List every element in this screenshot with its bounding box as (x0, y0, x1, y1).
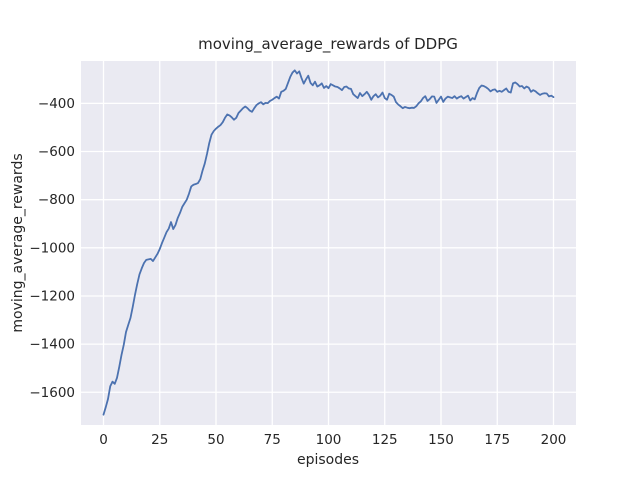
x-axis-label: episodes (297, 452, 359, 468)
x-tick-200: 200 (541, 432, 567, 448)
y-tick-labels: −400 −600 −800 −1000 −1200 −1400 −1600 (29, 96, 75, 401)
x-tick-0: 0 (99, 432, 108, 448)
y-axis-label: moving_average_rewards (10, 153, 26, 332)
y-tick--600: −600 (38, 144, 75, 160)
chart-title: moving_average_rewards of DDPG (198, 35, 458, 54)
x-tick-100: 100 (316, 432, 342, 448)
x-tick-25: 25 (151, 432, 168, 448)
y-tick--1000: −1000 (29, 240, 75, 256)
y-tick--1600: −1600 (29, 385, 75, 401)
x-tick-75: 75 (264, 432, 281, 448)
gridlines (81, 61, 576, 425)
x-tick-labels: 0 25 50 75 100 125 150 175 200 (99, 432, 566, 448)
x-tick-150: 150 (428, 432, 454, 448)
x-tick-175: 175 (484, 432, 510, 448)
x-tick-50: 50 (207, 432, 224, 448)
x-tick-125: 125 (372, 432, 398, 448)
y-tick--800: −800 (38, 192, 75, 208)
y-tick--1400: −1400 (29, 337, 75, 353)
y-tick--400: −400 (38, 96, 75, 112)
y-tick--1200: −1200 (29, 288, 75, 304)
reward-line (102, 69, 555, 416)
